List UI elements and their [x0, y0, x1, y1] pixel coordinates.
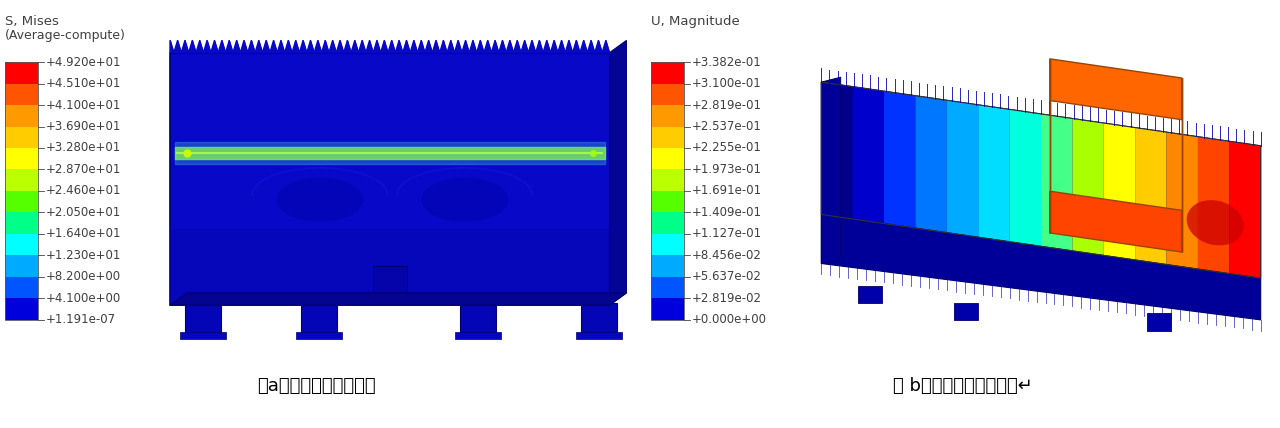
Polygon shape — [884, 91, 915, 228]
Text: （a）梯级等效应力云图: （a）梯级等效应力云图 — [257, 377, 376, 395]
Text: +2.460e+01: +2.460e+01 — [45, 184, 120, 197]
Text: +4.510e+01: +4.510e+01 — [45, 77, 120, 90]
Bar — [954, 303, 978, 320]
Polygon shape — [170, 53, 609, 305]
Bar — [5, 191, 38, 212]
Polygon shape — [1135, 128, 1166, 265]
Text: +2.870e+01: +2.870e+01 — [45, 163, 120, 176]
Ellipse shape — [1187, 200, 1244, 245]
Text: +1.191e-07: +1.191e-07 — [45, 313, 115, 326]
Bar — [5, 127, 38, 148]
Text: +3.382e-01: +3.382e-01 — [691, 56, 762, 68]
Bar — [5, 276, 38, 298]
Bar — [576, 332, 622, 339]
Bar — [5, 148, 38, 169]
Text: +0.000e+00: +0.000e+00 — [691, 313, 767, 326]
Bar — [301, 303, 337, 335]
Bar — [652, 234, 685, 255]
Bar — [652, 212, 685, 234]
Polygon shape — [915, 96, 947, 233]
Polygon shape — [1050, 191, 1181, 252]
Polygon shape — [978, 105, 1010, 242]
Polygon shape — [1010, 110, 1041, 247]
Text: +4.100e+01: +4.100e+01 — [45, 98, 120, 112]
Bar — [652, 255, 685, 276]
Text: +2.255e-01: +2.255e-01 — [691, 142, 762, 155]
Bar — [5, 212, 38, 234]
Text: +5.637e-02: +5.637e-02 — [691, 270, 762, 283]
Polygon shape — [1041, 114, 1073, 251]
Bar — [652, 276, 685, 298]
Bar — [5, 83, 38, 105]
Polygon shape — [852, 86, 884, 223]
Text: （ b）梯级等效位移云图↵: （ b）梯级等效位移云图↵ — [893, 377, 1033, 395]
Text: +1.691e-01: +1.691e-01 — [691, 184, 762, 197]
Bar — [652, 83, 685, 105]
Bar — [460, 303, 497, 335]
Polygon shape — [822, 82, 1261, 278]
Bar — [5, 62, 38, 320]
Polygon shape — [170, 40, 609, 53]
Bar — [652, 62, 685, 83]
Bar — [652, 127, 685, 148]
Text: U, Magnitude: U, Magnitude — [652, 15, 740, 28]
Text: (Average-compute): (Average-compute) — [5, 29, 125, 42]
Text: +4.100e+00: +4.100e+00 — [45, 291, 120, 305]
Bar — [652, 62, 685, 320]
Bar — [5, 298, 38, 320]
Ellipse shape — [276, 178, 364, 222]
Bar — [652, 298, 685, 320]
Polygon shape — [1050, 59, 1181, 120]
Polygon shape — [1198, 137, 1229, 273]
Text: +4.920e+01: +4.920e+01 — [45, 56, 120, 68]
Text: +3.690e+01: +3.690e+01 — [45, 120, 120, 133]
Polygon shape — [1166, 132, 1198, 269]
Bar — [858, 285, 882, 303]
Polygon shape — [822, 82, 852, 219]
Polygon shape — [1103, 123, 1135, 260]
Ellipse shape — [421, 178, 508, 222]
Text: +3.280e+01: +3.280e+01 — [45, 142, 120, 155]
Text: +1.973e-01: +1.973e-01 — [691, 163, 762, 176]
Text: +8.456e-02: +8.456e-02 — [691, 249, 762, 262]
Bar — [5, 62, 38, 83]
Bar — [581, 303, 617, 335]
Bar — [5, 255, 38, 276]
Bar — [652, 169, 685, 191]
Bar — [296, 332, 342, 339]
Polygon shape — [170, 293, 626, 305]
Bar — [5, 169, 38, 191]
Text: +1.127e-01: +1.127e-01 — [691, 227, 762, 240]
Polygon shape — [1073, 119, 1103, 256]
Text: S, Mises: S, Mises — [5, 15, 59, 28]
Text: +2.050e+01: +2.050e+01 — [45, 206, 120, 219]
Bar — [652, 105, 685, 127]
Text: +1.230e+01: +1.230e+01 — [45, 249, 120, 262]
Bar — [652, 191, 685, 212]
Text: +2.819e-02: +2.819e-02 — [691, 291, 762, 305]
Polygon shape — [1229, 141, 1261, 278]
Bar — [372, 266, 407, 300]
Polygon shape — [609, 40, 626, 305]
Bar — [5, 234, 38, 255]
Polygon shape — [822, 214, 1261, 320]
Polygon shape — [170, 229, 609, 305]
Text: +1.640e+01: +1.640e+01 — [45, 227, 120, 240]
Text: +2.819e-01: +2.819e-01 — [691, 98, 762, 112]
Text: +8.200e+00: +8.200e+00 — [45, 270, 120, 283]
Bar — [184, 303, 221, 335]
Polygon shape — [822, 77, 841, 264]
Bar — [179, 332, 225, 339]
Bar — [1147, 313, 1171, 331]
Bar — [652, 148, 685, 169]
Polygon shape — [947, 100, 978, 237]
Bar — [454, 332, 500, 339]
Text: +3.100e-01: +3.100e-01 — [691, 77, 762, 90]
Bar — [5, 105, 38, 127]
Text: +1.409e-01: +1.409e-01 — [691, 206, 762, 219]
Text: +2.537e-01: +2.537e-01 — [691, 120, 762, 133]
